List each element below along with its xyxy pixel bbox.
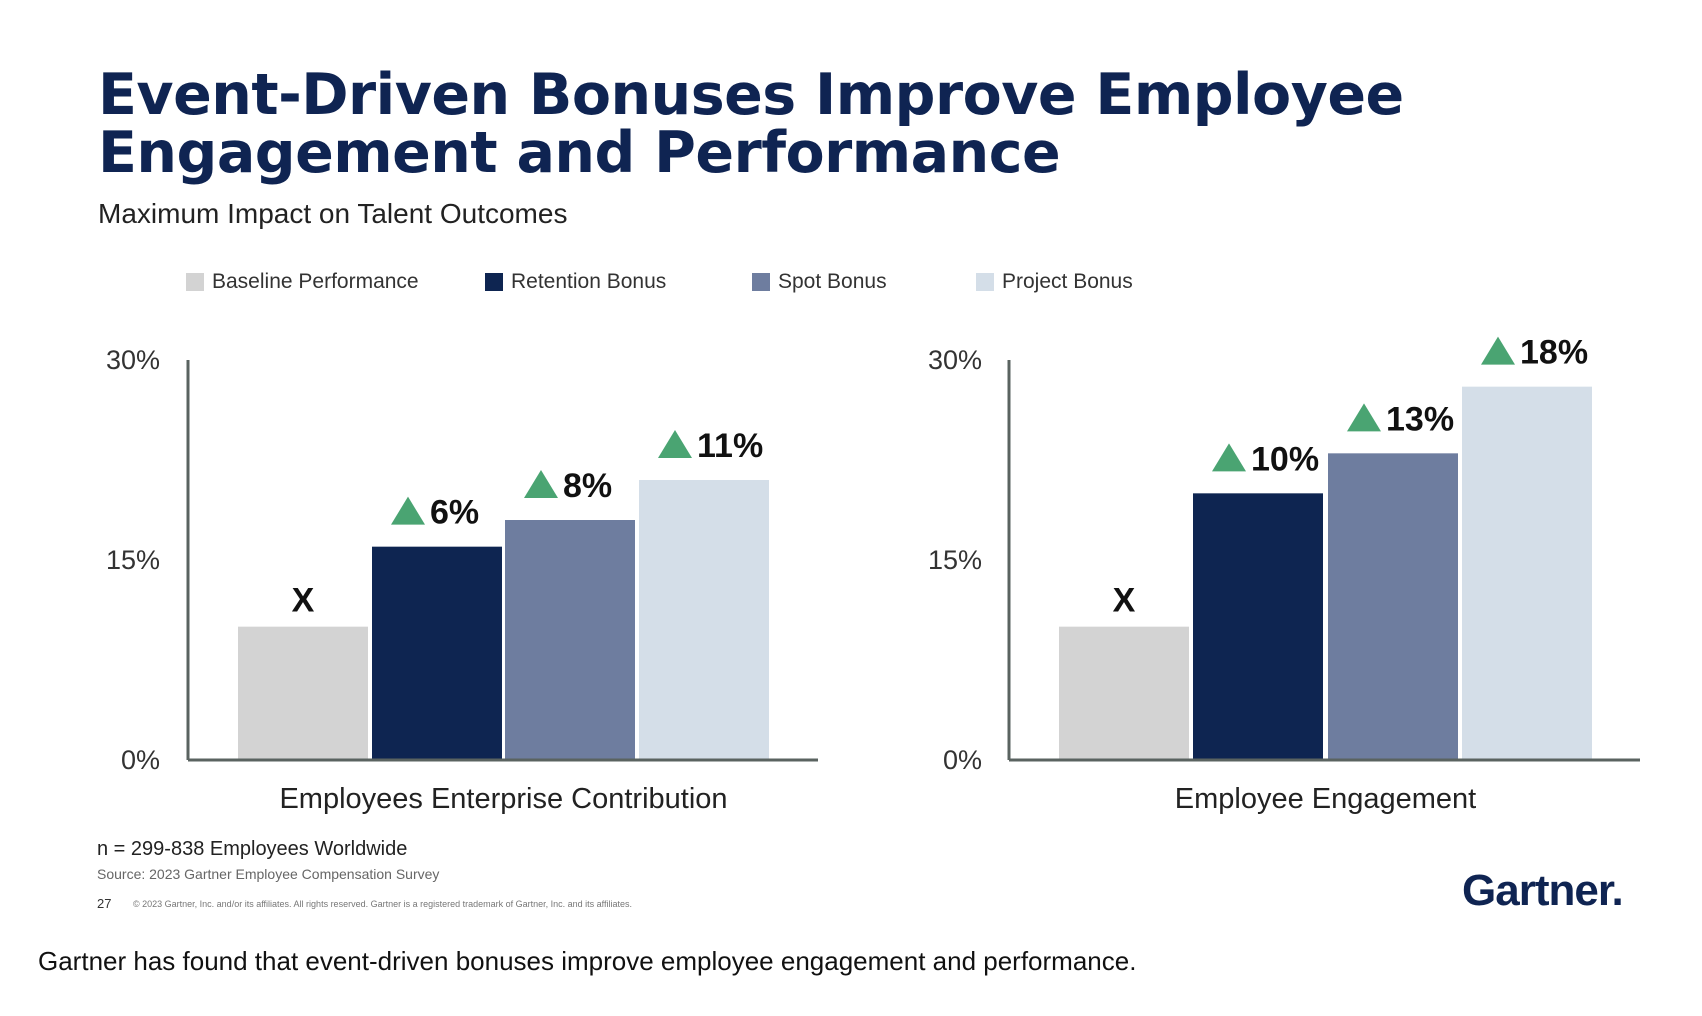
- bar-project-bonus: [639, 480, 769, 760]
- source-note: Source: 2023 Gartner Employee Compensati…: [97, 866, 440, 882]
- up-triangle-icon: [391, 496, 425, 525]
- up-triangle-icon: [524, 470, 558, 498]
- legend-swatch: [485, 273, 503, 291]
- y-tick-label: 30%: [106, 345, 160, 375]
- up-triangle-icon: [658, 430, 692, 458]
- legend-swatch: [976, 273, 994, 291]
- y-tick-label: 0%: [943, 745, 982, 775]
- y-tick-label: 15%: [928, 545, 982, 575]
- up-triangle-icon: [1481, 336, 1515, 365]
- legend-swatch: [186, 273, 204, 291]
- bar-baseline-performance: [1059, 626, 1189, 760]
- gartner-logo: Gartner.: [1462, 866, 1624, 915]
- chart-title: Employee Engagement: [1175, 783, 1476, 815]
- increase-label: 8%: [563, 467, 612, 505]
- page-title: Event-Driven Bonuses Improve Employee En…: [98, 62, 1404, 186]
- bar-project-bonus: [1462, 386, 1592, 760]
- bar-retention-bonus: [372, 546, 502, 760]
- baseline-label: X: [292, 582, 315, 620]
- caption: Gartner has found that event-driven bonu…: [38, 946, 1137, 976]
- bar-retention-bonus: [1193, 493, 1323, 760]
- legend-label: Baseline Performance: [212, 270, 419, 293]
- subtitle: Maximum Impact on Talent Outcomes: [98, 198, 568, 229]
- up-triangle-icon: [1347, 403, 1381, 432]
- increase-label: 13%: [1386, 400, 1454, 438]
- increase-label: 11%: [697, 427, 763, 465]
- legend-item-project: Project Bonus: [976, 270, 1133, 294]
- up-triangle-icon: [1212, 443, 1246, 472]
- copyright: © 2023 Gartner, Inc. and/or its affiliat…: [133, 899, 633, 909]
- legend-item-spot: Spot Bonus: [752, 270, 887, 294]
- increase-label: 10%: [1251, 440, 1319, 478]
- bar-spot-bonus: [1328, 453, 1458, 760]
- page-number: 27: [97, 896, 112, 911]
- chart-title: Employees Enterprise Contribution: [279, 783, 727, 815]
- increase-label: 18%: [1520, 334, 1588, 372]
- bar-baseline-performance: [238, 626, 368, 760]
- legend-label: Spot Bonus: [778, 270, 887, 293]
- sample-note: n = 299-838 Employees Worldwide: [97, 838, 408, 860]
- legend-label: Project Bonus: [1002, 270, 1133, 293]
- y-tick-label: 30%: [928, 345, 982, 375]
- y-tick-label: 0%: [121, 745, 160, 775]
- legend-item-retention: Retention Bonus: [485, 270, 666, 294]
- bar-spot-bonus: [505, 520, 635, 760]
- legend-label: Retention Bonus: [511, 270, 667, 293]
- y-tick-label: 15%: [106, 545, 160, 575]
- legend-swatch: [752, 273, 770, 291]
- increase-label: 6%: [430, 494, 479, 532]
- baseline-label: X: [1113, 582, 1136, 620]
- legend-item-baseline: Baseline Performance: [186, 270, 419, 294]
